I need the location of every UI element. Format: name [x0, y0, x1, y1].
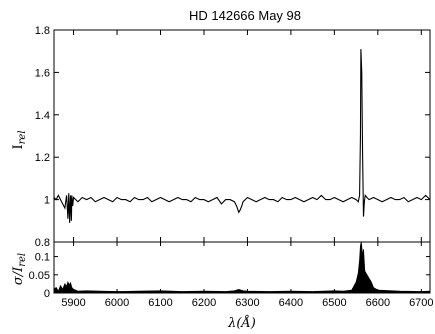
x-tick-label: 6100	[148, 297, 172, 309]
main-y-tick-label: 0.8	[35, 237, 50, 249]
sigma-noise-area	[53, 241, 431, 294]
sigma-y-tick-label: 0.05	[29, 270, 50, 282]
main-y-tick-label: 1	[44, 195, 50, 207]
sigma-y-axis-label: σ/Irel	[11, 253, 28, 285]
sigma-y-tick-label: 0.1	[35, 252, 50, 264]
main-y-tick-label: 1.6	[35, 67, 50, 79]
main-x-ticks	[73, 30, 422, 242]
main-plot-frame	[53, 29, 431, 243]
x-tick-label: 5900	[61, 297, 85, 309]
x-tick-label: 6300	[235, 297, 259, 309]
chart-title: HD 142666 May 98	[189, 8, 301, 23]
x-tick-label: 6000	[105, 297, 129, 309]
main-y-tick-label: 1.2	[35, 152, 50, 164]
sigma-y-tick-label: 0	[44, 288, 50, 300]
x-tick-label: 6600	[366, 297, 390, 309]
main-y-tick-label: 1.4	[35, 110, 50, 122]
sigma-plot-frame	[53, 241, 431, 294]
x-tick-label: 6700	[409, 297, 433, 309]
x-tick-label: 6400	[279, 297, 303, 309]
main-y-ticks: 1 1.2 1.4 1.6 1.8 0.8	[35, 25, 430, 249]
x-tick-label: 6200	[192, 297, 216, 309]
sigma-x-ticks: 5900 6000 6100 6200 6300 6400 6500 6600 6700	[61, 242, 434, 309]
x-axis-label: λ(Å)	[227, 315, 256, 331]
sigma-y-ticks: 0 0.05 0.1	[29, 252, 430, 300]
main-y-tick-label: 1.8	[35, 25, 50, 37]
intensity-spectrum-line	[53, 49, 431, 223]
main-y-axis-label: Irel	[11, 130, 28, 149]
x-tick-label: 6500	[322, 297, 346, 309]
